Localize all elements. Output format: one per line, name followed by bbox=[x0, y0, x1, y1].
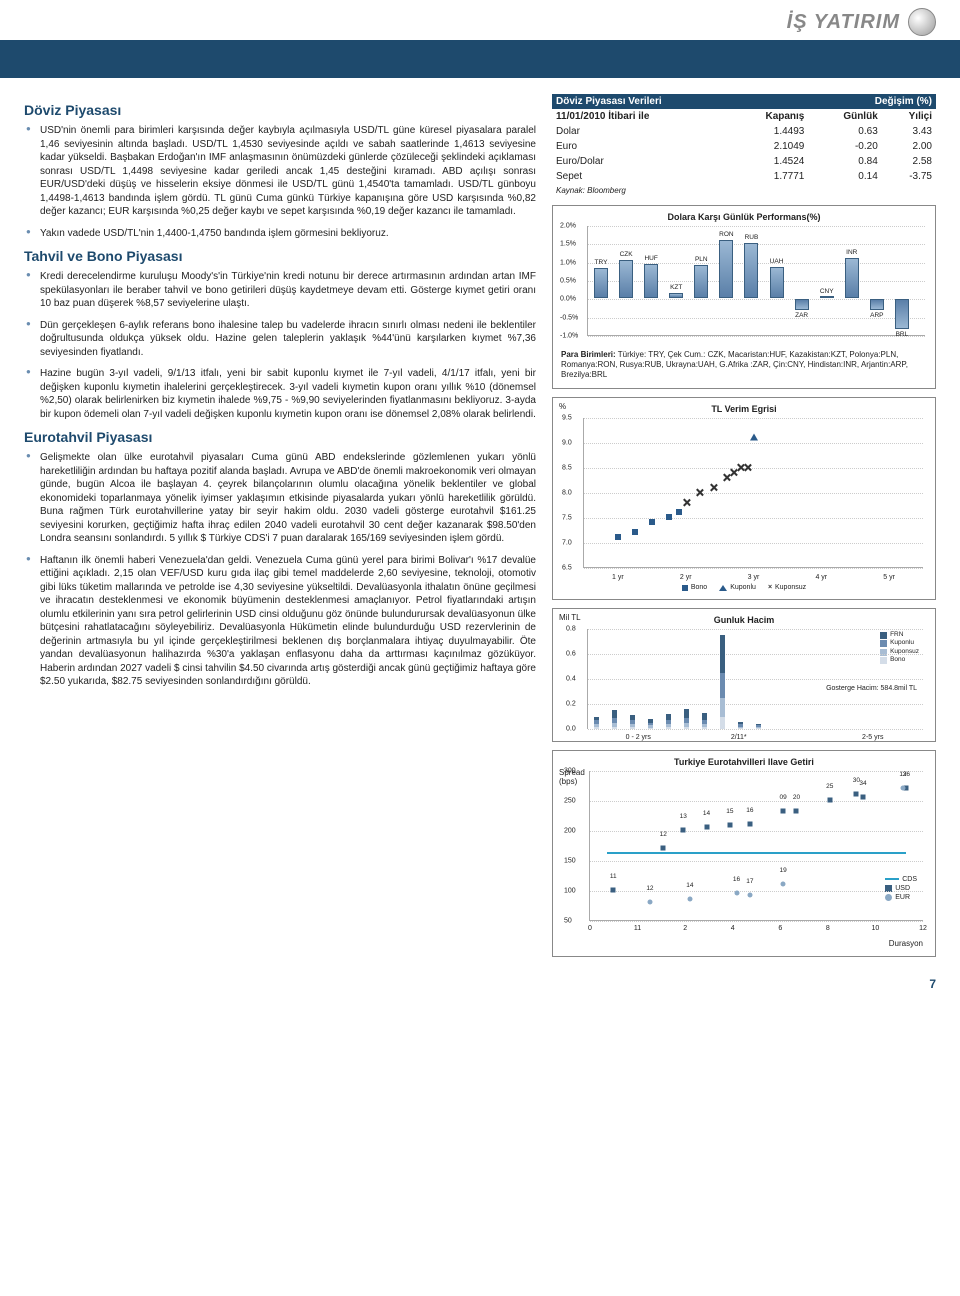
fx-col-close: Kapanış bbox=[727, 109, 808, 124]
fx-table-header-right: Değişim (%) bbox=[808, 94, 936, 109]
fx-cell: 1.4493 bbox=[727, 124, 808, 139]
spread-chart-box: Turkiye Eurotahvilleri Ilave Getiri Spre… bbox=[552, 750, 936, 957]
fx-cell: 1.4524 bbox=[727, 154, 808, 169]
brand-logo-icon bbox=[908, 8, 936, 36]
vol-ylabel: Mil TL bbox=[559, 613, 581, 622]
right-column: Döviz Piyasası Verileri Değişim (%) 11/0… bbox=[552, 94, 936, 957]
fx-cell: -3.75 bbox=[882, 169, 936, 184]
spread-legend: CDSUSDEUR bbox=[885, 875, 917, 902]
fx-bullet-list: USD'nin önemli para birimleri karşısında… bbox=[24, 124, 536, 240]
fx-table-header-left: Döviz Piyasası Verileri bbox=[552, 94, 808, 109]
perf-chart-note: Para Birimleri: Türkiye: TRY, Çek Cum.: … bbox=[561, 350, 927, 380]
page-body: Döviz Piyasası USD'nin önemli para birim… bbox=[0, 94, 960, 973]
fx-table-row: Sepet1.77710.14-3.75 bbox=[552, 169, 936, 184]
vol-chart-box: Mil TL Gunluk Hacim FRNKuponluKuponsuzBo… bbox=[552, 608, 936, 742]
yield-ylabel: % bbox=[559, 402, 566, 411]
fx-cell: 0.84 bbox=[808, 154, 881, 169]
brand-logo-text: İŞ YATIRIM bbox=[787, 11, 900, 34]
yield-legend-kuponsuz: Kuponsuz bbox=[775, 584, 806, 591]
section-title-eurobond: Eurotahvil Piyasası bbox=[24, 429, 536, 445]
fx-table-source: Kaynak: Bloomberg bbox=[552, 184, 936, 197]
yield-legend: Bono Kuponlu ×Kuponsuz bbox=[561, 584, 927, 591]
fx-col-ytd: Yıliçi bbox=[882, 109, 936, 124]
fx-cell: 0.14 bbox=[808, 169, 881, 184]
fx-table-row: Dolar1.44930.633.43 bbox=[552, 124, 936, 139]
bullet-item: Hazine bugün 3-yıl vadeli, 9/1/13 itfalı… bbox=[24, 367, 536, 421]
yield-legend-bono: Bono bbox=[691, 584, 707, 591]
bullet-item: USD'nin önemli para birimleri karşısında… bbox=[24, 124, 536, 219]
spread-chart-title: Turkiye Eurotahvilleri Ilave Getiri bbox=[561, 757, 927, 767]
eurobond-bullet-list: Gelişmekte olan ülke eurotahvil piyasala… bbox=[24, 451, 536, 689]
fx-col-daily: Günlük bbox=[808, 109, 881, 124]
fx-cell: -0.20 bbox=[808, 139, 881, 154]
vol-chart: FRNKuponluKuponsuzBono Gosterge Hacim: 5… bbox=[587, 629, 923, 729]
spread-xaxis-label: Durasyon bbox=[561, 939, 927, 948]
yield-chart-title: TL Verim Egrisi bbox=[561, 404, 927, 414]
fx-cell: 2.00 bbox=[882, 139, 936, 154]
fx-cell: Dolar bbox=[552, 124, 727, 139]
perf-note-label: Para Birimleri: bbox=[561, 350, 616, 359]
fx-table-row: Euro/Dolar1.45240.842.58 bbox=[552, 154, 936, 169]
fx-cell: 2.58 bbox=[882, 154, 936, 169]
bullet-item: Haftanın ilk önemli haberi Venezuela'dan… bbox=[24, 554, 536, 689]
perf-chart: -1.0%-0.5%0.0%0.5%1.0%1.5%2.0%TRYCZKHUFK… bbox=[587, 226, 925, 336]
header-bar bbox=[0, 42, 960, 78]
yield-chart-box: % TL Verim Egrisi 6.57.07.58.08.59.09.51… bbox=[552, 397, 936, 600]
bond-bullet-list: Kredi derecelendirme kuruluşu Moody's'in… bbox=[24, 270, 536, 421]
fx-cell: 3.43 bbox=[882, 124, 936, 139]
fx-cell: 1.7771 bbox=[727, 169, 808, 184]
fx-cell: 0.63 bbox=[808, 124, 881, 139]
bullet-item: Yakın vadede USD/TL'nin 1,4400-1,4750 ba… bbox=[24, 227, 536, 241]
spread-chart: CDSUSDEUR 501001502002503000112468101211… bbox=[589, 771, 923, 921]
bullet-item: Gelişmekte olan ülke eurotahvil piyasala… bbox=[24, 451, 536, 546]
fx-data-table: Döviz Piyasası Verileri Değişim (%) 11/0… bbox=[552, 94, 936, 197]
vol-chart-title: Gunluk Hacim bbox=[561, 615, 927, 625]
section-title-fx: Döviz Piyasası bbox=[24, 102, 536, 118]
bullet-item: Kredi derecelendirme kuruluşu Moody's'in… bbox=[24, 270, 536, 311]
perf-chart-box: Dolara Karşı Günlük Performans(%) -1.0%-… bbox=[552, 205, 936, 389]
vol-note: Gosterge Hacim: 584.8mil TL bbox=[826, 685, 917, 692]
fx-table-row: Euro2.1049-0.202.00 bbox=[552, 139, 936, 154]
page-number: 7 bbox=[0, 973, 960, 1003]
left-column: Döviz Piyasası USD'nin önemli para birim… bbox=[24, 94, 536, 957]
vol-legend: FRNKuponluKuponsuzBono bbox=[880, 631, 919, 665]
fx-cell: Sepet bbox=[552, 169, 727, 184]
perf-chart-title: Dolara Karşı Günlük Performans(%) bbox=[561, 212, 927, 222]
yield-legend-kuponlu: Kuponlu bbox=[730, 584, 756, 591]
fx-cell: Euro bbox=[552, 139, 727, 154]
fx-cell: Euro/Dolar bbox=[552, 154, 727, 169]
yield-chart: 6.57.07.58.08.59.09.51 yr2 yr3 yr4 yr5 y… bbox=[583, 418, 923, 568]
fx-cell: 2.1049 bbox=[727, 139, 808, 154]
spread-ylabel-2: (bps) bbox=[559, 778, 585, 787]
fx-table-date: 11/01/2010 İtibari ile bbox=[552, 109, 727, 124]
bullet-item: Dün gerçekleşen 6-aylık referans bono ih… bbox=[24, 319, 536, 360]
section-title-bond: Tahvil ve Bono Piyasası bbox=[24, 248, 536, 264]
page-header: İŞ YATIRIM bbox=[0, 0, 960, 42]
